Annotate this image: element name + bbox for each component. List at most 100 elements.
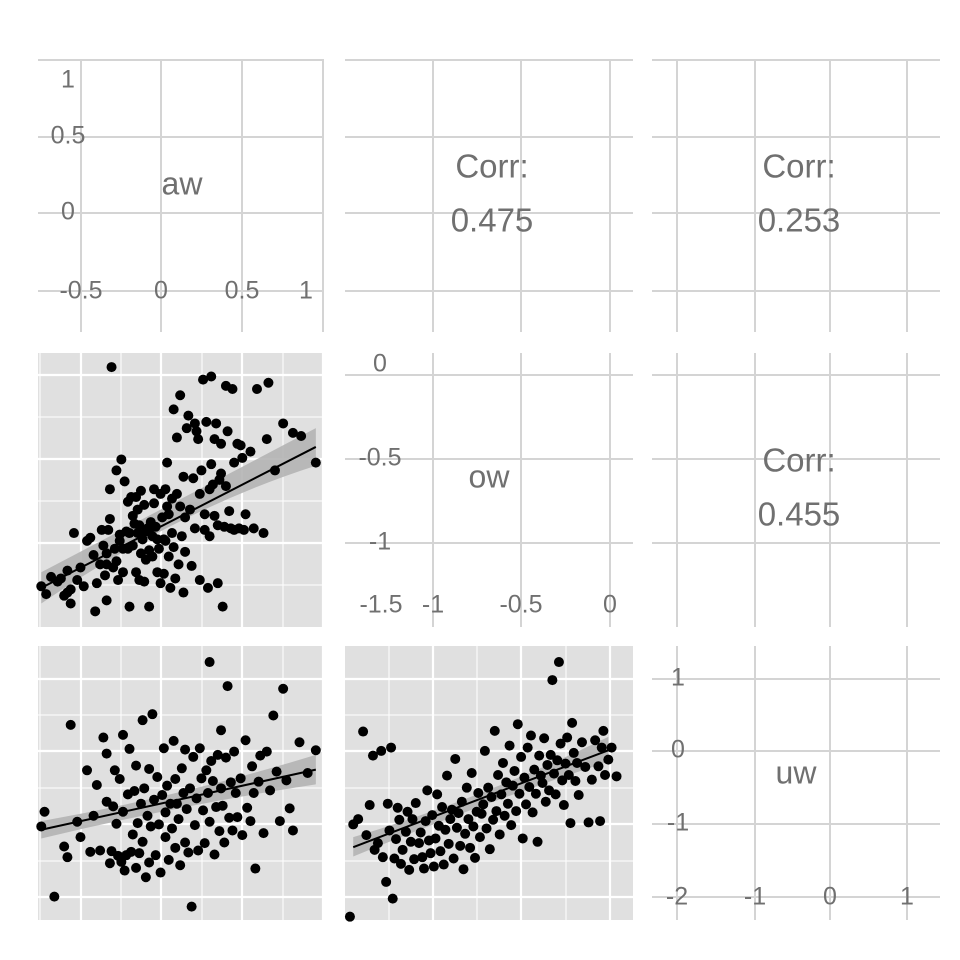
- data-point: [201, 765, 212, 776]
- data-point: [155, 867, 166, 878]
- data-point: [222, 426, 233, 437]
- data-point: [183, 410, 194, 421]
- data-point: [168, 404, 179, 415]
- data-point: [126, 846, 137, 857]
- data-point: [173, 814, 184, 825]
- y-tick-label: 1: [61, 66, 75, 94]
- data-point: [212, 578, 223, 589]
- data-point: [135, 798, 146, 809]
- data-point: [173, 559, 184, 570]
- data-point: [163, 854, 174, 865]
- data-point: [217, 601, 228, 612]
- data-point: [41, 589, 52, 600]
- panel-aw-ow: [345, 59, 633, 332]
- data-point: [209, 510, 220, 521]
- data-point: [455, 840, 466, 851]
- data-point: [147, 709, 158, 720]
- data-point: [502, 798, 513, 809]
- panel-ow-ow: [345, 353, 633, 627]
- data-point: [287, 427, 298, 438]
- data-point: [220, 752, 231, 763]
- data-point: [209, 849, 220, 860]
- data-point: [400, 826, 411, 837]
- data-point: [91, 578, 102, 589]
- data-point: [108, 801, 119, 812]
- data-point: [193, 434, 204, 445]
- data-point: [132, 818, 143, 829]
- data-point: [606, 742, 617, 753]
- data-point: [512, 719, 523, 730]
- scatter-aw-uw: [36, 657, 321, 912]
- x-tick-label: -1: [422, 591, 444, 619]
- data-point: [194, 488, 205, 499]
- data-point: [386, 742, 397, 753]
- data-point: [117, 567, 128, 578]
- data-point: [111, 465, 122, 476]
- panel-aw-uw: [652, 59, 940, 332]
- data-point: [248, 523, 259, 534]
- data-point: [394, 814, 405, 825]
- data-point: [90, 606, 101, 617]
- data-point: [65, 584, 76, 595]
- data-point: [186, 560, 197, 571]
- data-point: [478, 799, 489, 810]
- data-point: [261, 746, 272, 757]
- data-point: [204, 531, 215, 542]
- data-point: [521, 799, 532, 810]
- data-point: [453, 808, 464, 819]
- data-point: [450, 753, 461, 764]
- data-point: [139, 576, 150, 587]
- data-point: [180, 546, 191, 557]
- data-point: [466, 767, 477, 778]
- data-point: [165, 582, 176, 593]
- data-point: [417, 852, 428, 863]
- data-point: [202, 582, 213, 593]
- data-point: [206, 371, 217, 382]
- data-point: [103, 524, 114, 535]
- data-point: [522, 742, 533, 753]
- data-point: [448, 853, 459, 864]
- data-point: [534, 750, 545, 761]
- data-point: [106, 362, 117, 373]
- data-point: [404, 864, 415, 875]
- data-point: [114, 773, 125, 784]
- data-point: [261, 434, 272, 445]
- data-point: [68, 528, 79, 539]
- data-point: [140, 872, 151, 883]
- data-point: [465, 842, 476, 853]
- data-point: [438, 859, 449, 870]
- data-point: [484, 844, 495, 855]
- regression-line: [40, 446, 317, 589]
- data-point: [98, 732, 109, 743]
- data-point: [542, 759, 553, 770]
- data-point: [176, 531, 187, 542]
- data-point: [65, 719, 76, 730]
- variable-label-uw: uw: [776, 754, 818, 790]
- corr-value: 0.253: [758, 202, 841, 239]
- data-point: [113, 575, 124, 586]
- data-point: [488, 814, 499, 825]
- data-point: [240, 509, 251, 520]
- data-point: [153, 819, 164, 830]
- data-point: [437, 802, 448, 813]
- data-point: [418, 863, 429, 874]
- data-point: [168, 735, 179, 746]
- data-point: [178, 471, 189, 482]
- data-point: [358, 726, 369, 737]
- data-point: [240, 735, 251, 746]
- data-point: [170, 842, 181, 853]
- data-point: [281, 775, 292, 786]
- data-point: [532, 836, 543, 847]
- data-point: [553, 657, 564, 668]
- data-point: [376, 745, 387, 756]
- y-tick-label: -0.5: [358, 444, 401, 472]
- data-point: [144, 601, 155, 612]
- data-point: [563, 769, 574, 780]
- data-point: [72, 575, 83, 586]
- data-point: [245, 816, 256, 827]
- data-point: [150, 521, 161, 532]
- data-point: [188, 473, 199, 484]
- data-point: [117, 729, 128, 740]
- data-point: [180, 744, 191, 755]
- data-point: [364, 800, 375, 811]
